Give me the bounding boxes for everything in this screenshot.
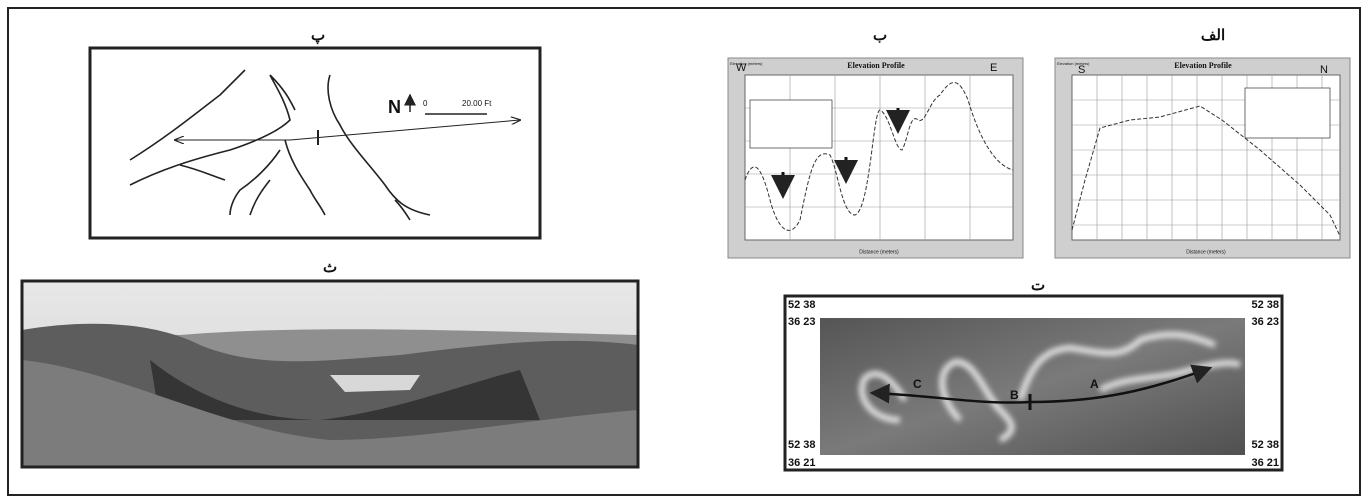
y-axis-label: Elevation (meters) xyxy=(1057,61,1090,66)
scale-start: 0 xyxy=(423,99,428,108)
point-label: C xyxy=(913,377,922,391)
x-axis-label: Distance (meters) xyxy=(1186,249,1226,255)
coordinate: 52 38 xyxy=(788,299,816,311)
sketch-panel: N 0 20.00 Ft xyxy=(90,48,540,238)
landscape-photo xyxy=(22,281,638,467)
panel-label: پ xyxy=(311,27,325,45)
coordinate: 36 23 xyxy=(788,316,816,328)
profile-title: Elevation Profile xyxy=(1174,61,1232,70)
panel-label: ت xyxy=(1031,277,1045,294)
coordinate: 36 21 xyxy=(1251,457,1279,469)
coordinate: 52 38 xyxy=(1251,439,1279,451)
coordinate: 52 38 xyxy=(788,439,816,451)
north-label: N xyxy=(388,97,401,117)
direction-right: E xyxy=(990,62,997,74)
coordinate: 36 21 xyxy=(788,457,816,469)
panel-label: ث xyxy=(323,259,337,276)
panel-label: ب xyxy=(873,27,887,44)
elevation-profile: Elevation Profile S N Distance (meters) … xyxy=(1055,58,1350,258)
y-axis-label: Elevation (meters) xyxy=(730,61,763,66)
point-label: B xyxy=(1010,388,1019,402)
x-axis-label: Distance (meters) xyxy=(859,249,899,255)
figure: پ N 0 20.00 Ft ث ب xyxy=(0,0,1367,502)
coordinate: 52 38 xyxy=(1251,299,1279,311)
elevation-profile: Elevation Profile W E Distance (meters) … xyxy=(728,58,1023,258)
scale-end: 20.00 Ft xyxy=(462,99,492,108)
relief-map: A B C 52 38 36 23 52 38 36 23 52 38 36 2… xyxy=(785,296,1282,470)
panel-label: الف xyxy=(1201,27,1225,44)
coordinate: 36 23 xyxy=(1251,316,1279,328)
point-label: A xyxy=(1090,377,1099,391)
direction-right: N xyxy=(1320,64,1328,76)
profile-title: Elevation Profile xyxy=(847,61,905,70)
